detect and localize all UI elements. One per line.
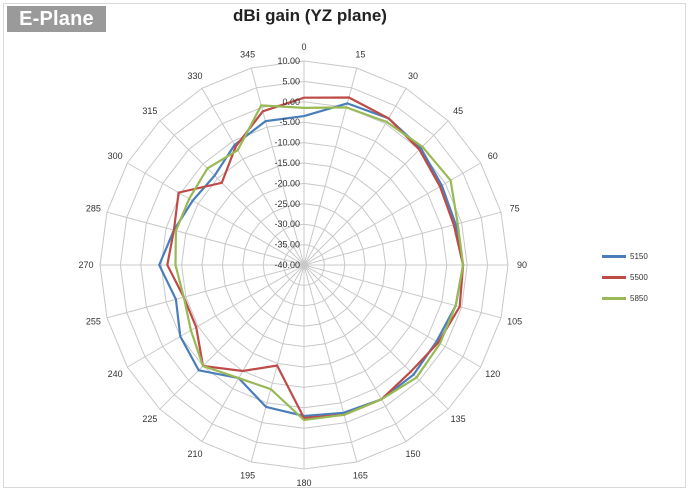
legend-item-5500: 5500: [602, 267, 682, 288]
series-line-5850: [174, 104, 465, 422]
chart-title: dBi gain (YZ plane): [233, 6, 387, 25]
radial-tick-label: -35.00: [274, 240, 300, 250]
grid-spoke: [303, 120, 449, 266]
grid-spoke: [303, 264, 481, 368]
legend: 5150 5500 5850: [602, 246, 682, 309]
angle-label: 30: [408, 71, 418, 81]
legend-item-5150: 5150: [602, 246, 682, 267]
angle-label: 75: [510, 204, 520, 214]
radial-tick-label: -25.00: [274, 199, 300, 209]
angle-label: 240: [108, 369, 123, 379]
angle-label: 195: [240, 471, 255, 481]
grid-spoke: [303, 264, 407, 442]
radial-tick-label: 10.00: [277, 56, 300, 66]
grid-spoke: [127, 264, 305, 368]
angle-label: 135: [451, 414, 466, 424]
grid-spoke: [303, 264, 502, 319]
legend-label: 5500: [630, 273, 648, 282]
radial-tick-label: -20.00: [274, 178, 300, 188]
grid-spoke: [201, 88, 305, 266]
grid-spoke: [201, 264, 305, 442]
grid-spoke: [303, 211, 502, 266]
grid-spoke: [159, 120, 305, 266]
grid-spoke: [303, 162, 481, 266]
angle-label: 210: [187, 449, 202, 459]
angle-label: 255: [86, 316, 101, 326]
series-line-5150: [157, 102, 465, 418]
legend-swatch: [602, 276, 626, 279]
grid-spoke: [250, 264, 305, 463]
radial-tick-label: 0.00: [282, 97, 300, 107]
angle-label: 165: [353, 471, 368, 481]
radial-tick-label: -5.00: [279, 117, 300, 127]
angle-label: 270: [78, 260, 93, 270]
legend-swatch: [602, 255, 626, 258]
grid-spoke: [303, 264, 449, 410]
grid-spoke: [106, 264, 305, 319]
angle-label: 150: [405, 449, 420, 459]
legend-label: 5150: [630, 252, 648, 261]
grid-spoke: [127, 162, 305, 266]
angle-label: 120: [485, 369, 500, 379]
angle-label: 105: [507, 316, 522, 326]
angle-label: 285: [86, 204, 101, 214]
angle-label: 330: [187, 71, 202, 81]
angle-label: 0: [301, 42, 306, 52]
angle-label: 300: [108, 151, 123, 161]
plane-badge: E-Plane: [7, 6, 106, 32]
angle-label: 225: [142, 414, 157, 424]
angle-label: 345: [240, 49, 255, 59]
legend-label: 5850: [630, 294, 648, 303]
angle-label: 90: [517, 260, 527, 270]
series-line-5500: [166, 96, 465, 420]
legend-item-5850: 5850: [602, 288, 682, 309]
grid-spoke: [250, 67, 305, 266]
radial-tick-label: 5.00: [282, 76, 300, 86]
angle-label: 315: [142, 106, 157, 116]
grid-spoke: [106, 211, 305, 266]
radial-tick-label: -40.00: [274, 260, 300, 270]
angle-label: 180: [296, 478, 311, 488]
chart-frame: [3, 3, 686, 488]
angle-label: 45: [453, 106, 463, 116]
grid-spoke: [303, 67, 358, 266]
radial-tick-label: -15.00: [274, 158, 300, 168]
grid-spoke: [303, 264, 358, 463]
angle-label: 60: [488, 151, 498, 161]
grid-spoke: [303, 88, 407, 266]
grid-spoke: [159, 264, 305, 410]
radial-tick-label: -30.00: [274, 219, 300, 229]
legend-swatch: [602, 297, 626, 300]
angle-label: 15: [355, 49, 365, 59]
radial-tick-label: -10.00: [274, 138, 300, 148]
